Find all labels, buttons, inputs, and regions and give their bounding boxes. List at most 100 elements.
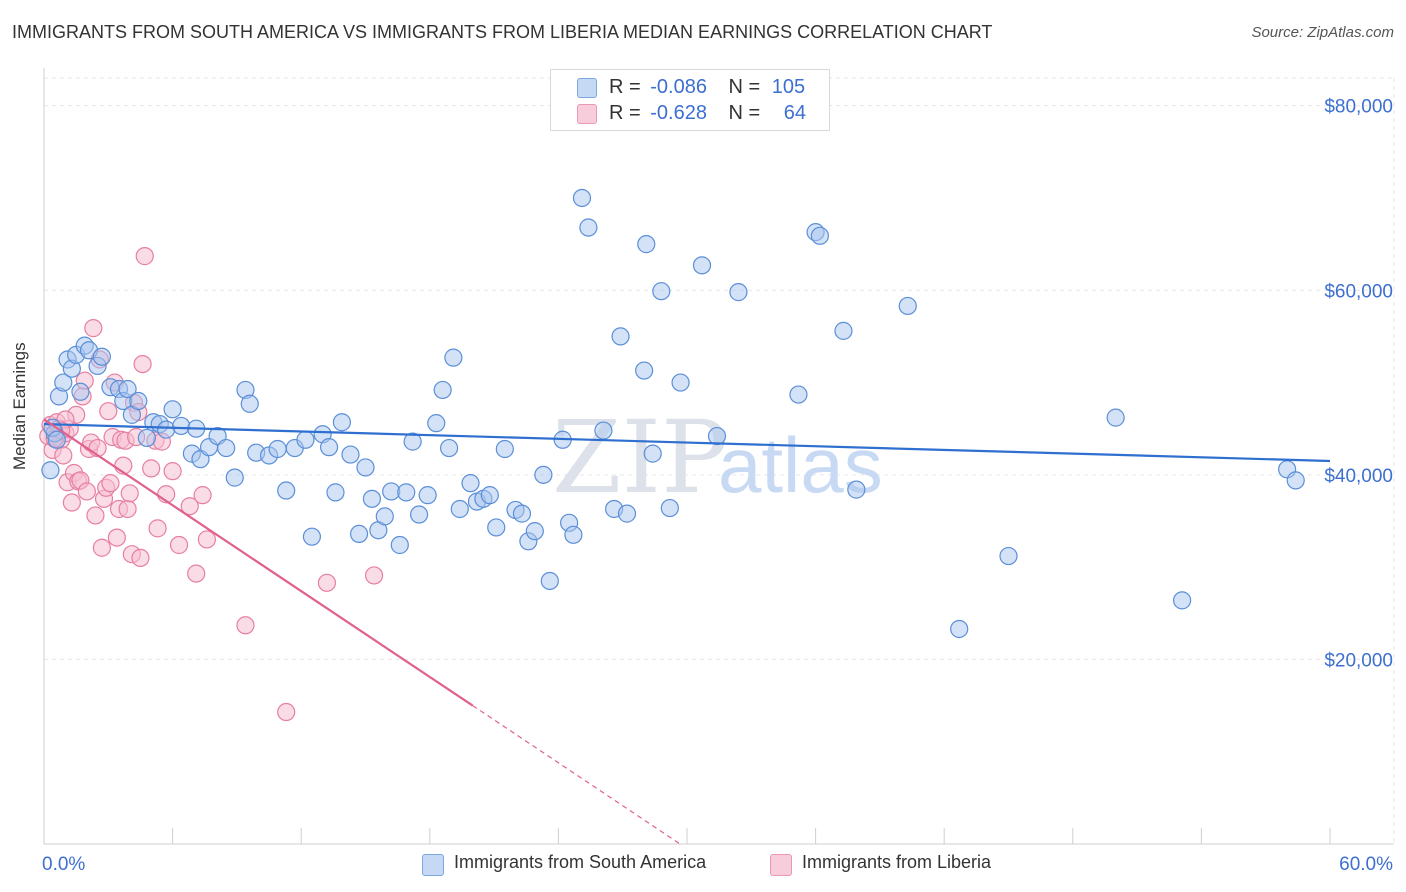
south-america-point [461,474,480,493]
legend-n-label: N = [728,102,761,124]
south-america-point [129,391,148,411]
south-america-point [403,432,422,451]
liberia-point [364,566,384,585]
south-america-point [847,480,866,499]
south-america-point [332,413,352,432]
liberia-point [148,519,167,538]
chart-title: IMMIGRANTS FROM SOUTH AMERICA VS IMMIGRA… [12,22,993,42]
liberia-point [169,535,189,555]
y-tick-label: $60,000 [1324,281,1393,302]
south-america-point [643,444,662,463]
liberia-point [84,319,103,338]
south-america-point [47,430,66,449]
south-america-point [225,468,244,487]
legend-swatch-blue [577,78,597,98]
liberia-point [193,486,212,505]
liberia-trend-line [43,418,474,707]
south-america-point [487,518,506,537]
legend-n-value: 64 [783,102,807,124]
south-america-point [480,486,499,505]
legend-r-value: -0.086 [650,76,707,98]
south-america-point [671,373,690,392]
south-america-point [92,347,111,366]
south-america-point [375,507,394,526]
south-america-point [54,373,73,392]
south-america-point [512,504,532,523]
legend-n-value: 105 [771,76,806,98]
south-america-point [540,571,559,591]
south-america-point [326,483,345,502]
liberia-point [118,499,137,519]
south-america-point [579,218,598,237]
liberia-point [187,564,206,583]
liberia-point [135,247,154,266]
south-america-point [71,382,90,401]
south-america-point [41,461,60,480]
south-america-point [240,394,259,413]
south-america-point [356,458,375,477]
south-america-point [118,379,137,399]
south-america-point [810,226,829,245]
y-tick-label: $80,000 [1324,97,1393,118]
south-america-point [349,524,369,544]
south-america-point [362,489,382,508]
south-america-point [433,380,452,400]
y-tick-label: $20,000 [1324,650,1393,671]
south-america-point [163,400,182,419]
watermark: ZIP atlas [552,399,883,516]
south-america-point [898,296,917,316]
south-america-point [409,505,429,524]
south-america-point [572,188,592,208]
south-america-point [439,438,459,458]
bottom-legend-label: Immigrants from South America [454,852,707,872]
liberia-point [107,528,126,547]
correlation-legend: R = -0.086 N = 105 R = -0.628 N = 64 [550,69,830,131]
liberia-point [180,497,199,516]
liberia-point [236,616,255,635]
watermark-zip: ZIP [552,399,728,516]
south-america-point [296,430,315,449]
liberia-point [197,530,216,549]
south-america-point [594,421,613,440]
south-america-point [495,439,514,459]
bottom-legend-swatch-pink [770,854,792,876]
south-america-point [1286,471,1305,490]
south-america-point [950,619,969,639]
legend-r-value: -0.628 [650,102,707,124]
legend-n-label: N = [728,76,761,98]
source-credit: Source: ZipAtlas.com [1251,24,1394,41]
liberia-point [99,402,118,421]
south-america-point [789,385,808,404]
south-america-point [1173,591,1192,610]
liberia-point [92,538,111,557]
south-america-point [277,481,296,500]
south-america-point [729,283,748,302]
south-america-point [427,414,446,433]
axes [43,68,1394,845]
south-america-point [341,445,360,464]
liberia-point [101,474,120,493]
south-america-point [635,361,654,380]
south-america-point [319,438,339,457]
south-america-point [137,428,156,448]
trend-lines [43,418,1331,845]
south-america-point [660,498,679,518]
south-america-point [692,256,712,275]
liberia-point [54,446,73,465]
south-america-point [611,327,630,346]
south-america-trend-line [43,422,1331,463]
x-tick-labels: 0.0% 60.0% [42,854,1393,875]
liberia-trend-extension [472,705,681,845]
south-america-point [534,465,553,484]
bottom-legend-swatch-blue [422,854,444,876]
bottom-legend-label: Immigrants from Liberia [802,852,992,872]
y-axis-label: Median Earnings [10,342,29,470]
liberia-point [163,462,182,481]
liberia-points [39,247,384,722]
south-america-point [450,499,469,519]
legend-r-label: R = [609,102,641,124]
liberia-point [86,506,105,525]
south-america-point [564,525,583,544]
south-america-point [444,348,463,367]
